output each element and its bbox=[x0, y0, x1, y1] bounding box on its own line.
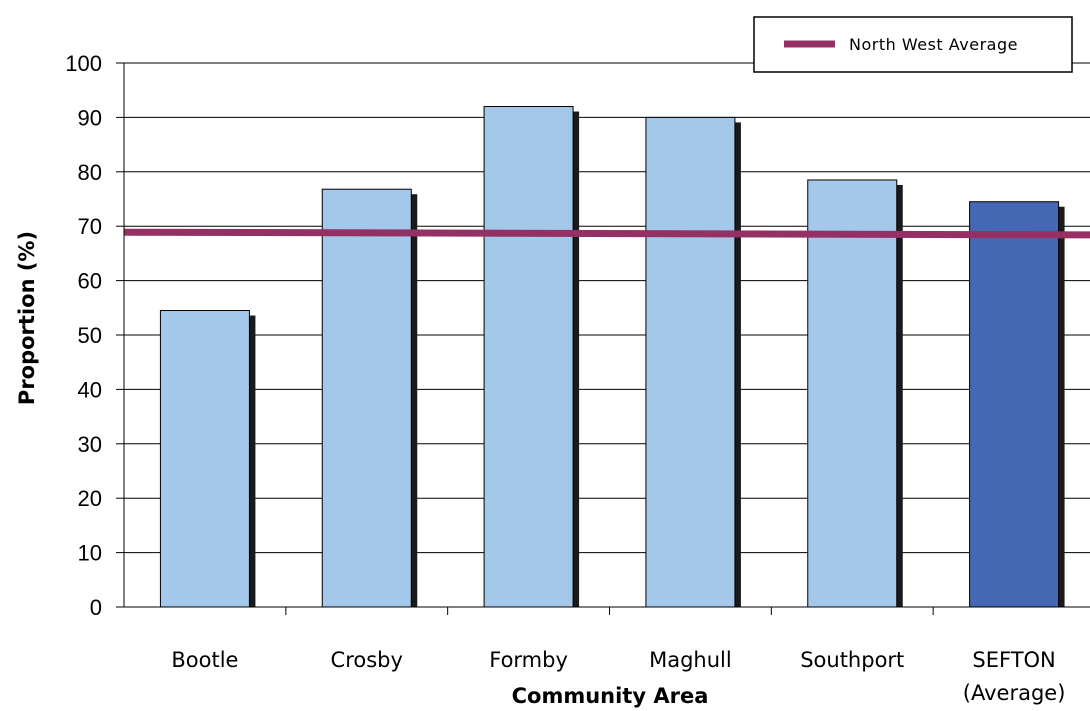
y-tick-label: 60 bbox=[78, 269, 102, 294]
axes bbox=[116, 62, 1090, 615]
axis-labels: 0 10 20 30 40 50 60 70 80 90 100 Bootle Crosby Formby… bbox=[65, 51, 1065, 705]
x-tick-label: Formby bbox=[489, 648, 568, 672]
x-tick-label: Crosby bbox=[331, 648, 403, 672]
y-tick-label: 30 bbox=[78, 432, 102, 457]
bar bbox=[321, 188, 412, 608]
legend: North West Average bbox=[753, 16, 1073, 73]
legend-label: North West Average bbox=[849, 35, 1018, 54]
y-tick-label: 70 bbox=[78, 214, 102, 239]
y-tick-label: 50 bbox=[78, 323, 102, 348]
gridlines bbox=[124, 62, 1090, 554]
y-tick-label: 10 bbox=[78, 541, 102, 566]
x-axis-title: Community Area bbox=[512, 684, 709, 708]
bar bbox=[483, 106, 574, 608]
y-tick-label: 80 bbox=[78, 160, 102, 185]
north-west-average-line bbox=[123, 228, 1090, 239]
y-tick-label: 40 bbox=[78, 377, 102, 402]
x-tick-label: Maghull bbox=[649, 648, 732, 672]
y-tick-label: 100 bbox=[65, 51, 102, 76]
bar-highlight bbox=[969, 201, 1060, 608]
bars bbox=[159, 106, 1065, 608]
x-tick-label: SEFTON (Average) bbox=[963, 648, 1066, 705]
bar bbox=[159, 310, 250, 608]
y-tick-label: 0 bbox=[90, 595, 102, 620]
bar bbox=[645, 116, 736, 608]
x-tick-label: Bootle bbox=[171, 648, 238, 672]
y-axis-title: Proportion (%) bbox=[15, 231, 39, 405]
reference-line-layer bbox=[123, 228, 1090, 239]
bar bbox=[807, 179, 898, 608]
x-tick-label: Southport bbox=[800, 648, 904, 672]
y-tick-label: 20 bbox=[78, 486, 102, 511]
y-tick-label: 90 bbox=[78, 105, 102, 130]
